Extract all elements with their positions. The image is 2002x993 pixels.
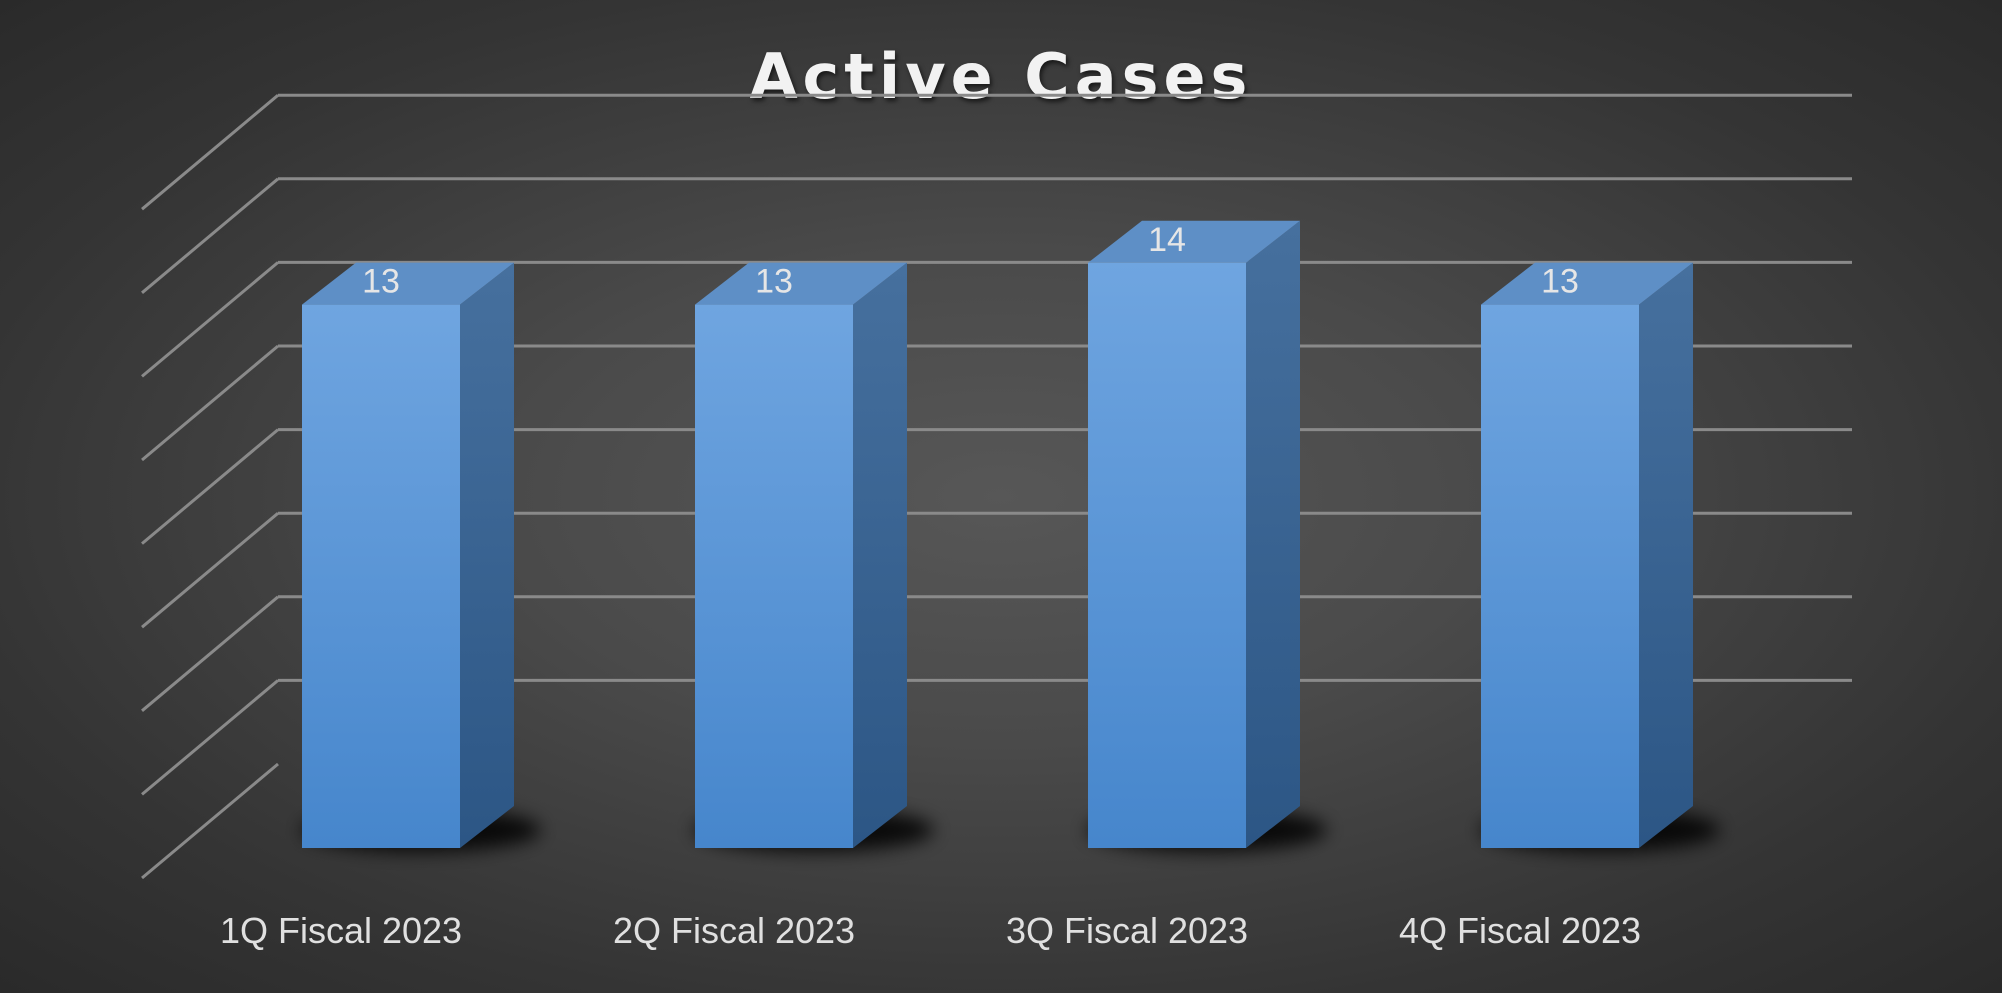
chart-title: Active Cases [749,40,1253,113]
data-labels: 13 13 14 13 [362,221,1579,301]
gridline-side [141,595,279,712]
bar-side-face [853,262,907,849]
bar-top-face [302,262,514,305]
gridline-side [141,261,279,378]
category-label: 4Q Fiscal 2023 [1399,910,1641,951]
bar [1481,262,1693,849]
gridline-side [141,177,279,294]
category-labels: 1Q Fiscal 2023 2Q Fiscal 2023 3Q Fiscal 20… [220,910,1641,951]
gridline-side [141,512,279,629]
data-label: 13 [755,263,793,301]
gridline-side [141,94,279,211]
category-label: 1Q Fiscal 2023 [220,910,462,951]
gridline-side [141,679,279,796]
bar [302,262,514,849]
gridline-side [141,762,279,880]
bar-front-face [1088,262,1246,848]
bar-front-face [1481,304,1639,849]
data-label: 14 [1148,221,1186,259]
bar-side-face [460,262,514,849]
bar-front-face [302,304,460,849]
bar [695,262,907,849]
gridline-side [141,428,279,545]
bar-top-face [1481,262,1693,305]
bar-front-face [695,304,853,849]
bars [302,220,1693,849]
gridline-side [141,344,279,462]
bar [1088,220,1300,849]
data-label: 13 [1541,263,1579,301]
data-label: 13 [362,263,400,301]
category-label: 3Q Fiscal 2023 [1006,910,1248,951]
bar-side-face [1639,262,1693,849]
bar-top-face [695,262,907,305]
bar-top-face [1088,220,1300,263]
category-label: 2Q Fiscal 2023 [613,910,855,951]
bar-side-face [1246,220,1300,849]
